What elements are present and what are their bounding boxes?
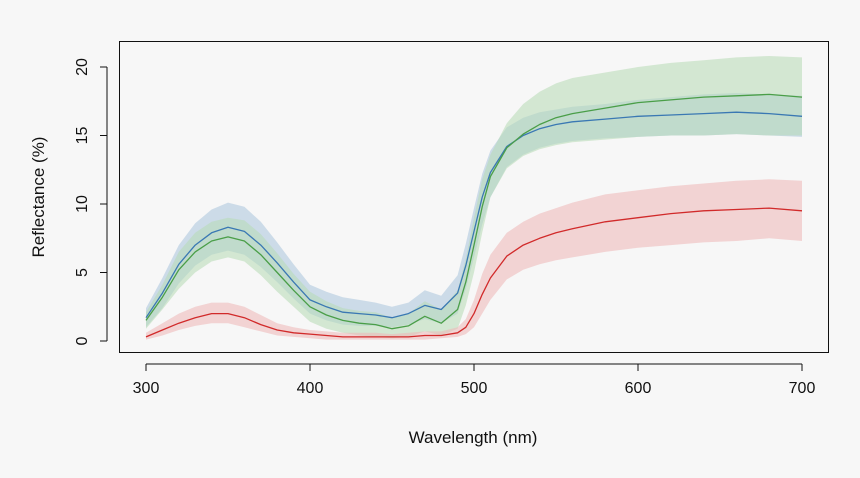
x-tick-label: 300 (133, 380, 160, 397)
x-tick-label: 600 (625, 380, 652, 397)
x-tick-label: 500 (461, 380, 488, 397)
band-blue (146, 93, 802, 328)
y-tick-label: 15 (74, 127, 91, 145)
series-line-blue (145, 111, 803, 319)
series-line-green (145, 93, 803, 330)
series-line-red (145, 207, 803, 338)
y-tick-label: 10 (74, 195, 91, 213)
plot-frame (119, 41, 829, 353)
x-tick-label: 700 (789, 380, 816, 397)
y-axis: 0 5 10 15 20 (74, 58, 108, 345)
x-axis: 300 400 500 600 700 (133, 363, 816, 397)
x-tick-label: 400 (297, 380, 324, 397)
y-tick-label: 0 (74, 336, 91, 345)
band-red (146, 179, 802, 340)
band-green (146, 56, 802, 339)
series-lines (145, 93, 803, 338)
y-tick-label: 20 (74, 58, 91, 76)
y-axis-title: Reflectance (%) (29, 137, 48, 258)
x-axis-title: Wavelength (nm) (409, 428, 538, 447)
y-tick-label: 5 (74, 268, 91, 277)
confidence-bands (146, 56, 802, 340)
